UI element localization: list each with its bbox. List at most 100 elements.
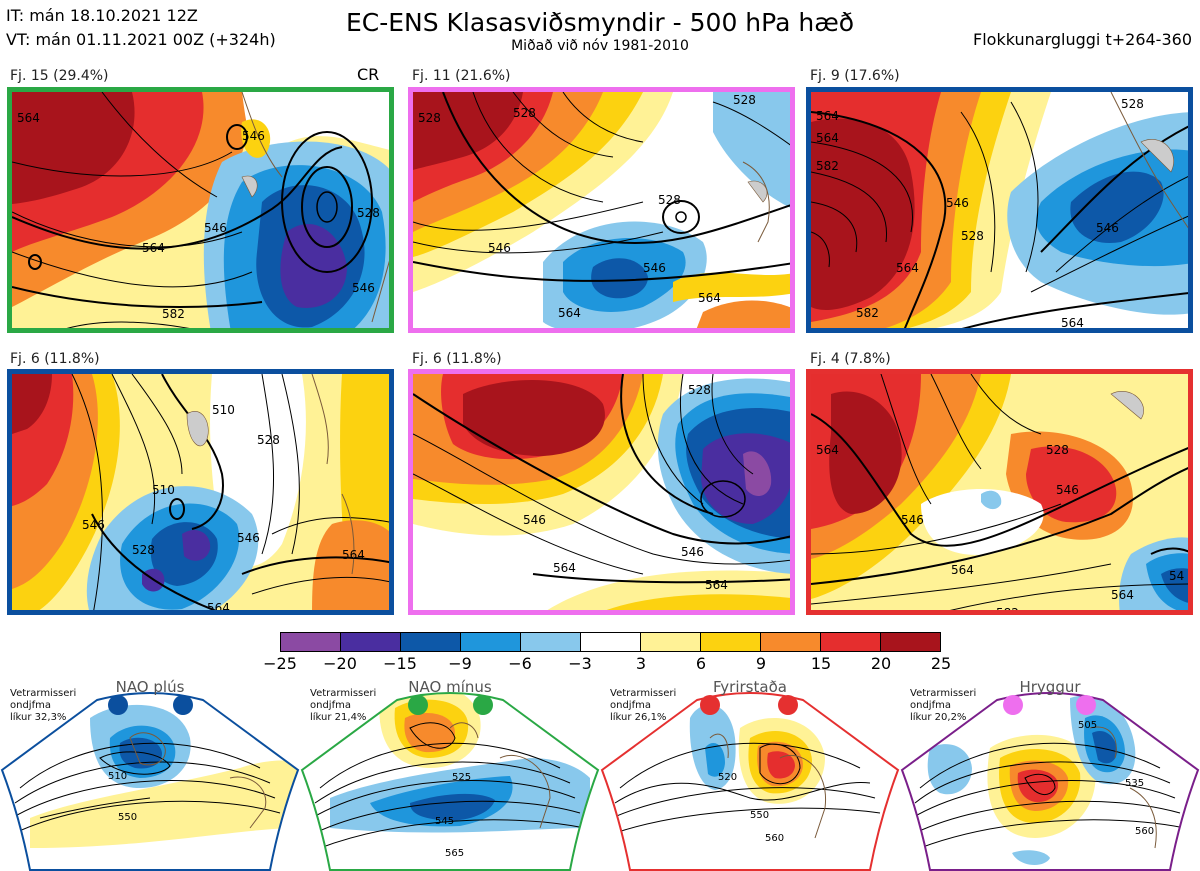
contour-label: 546 <box>1056 483 1079 497</box>
colorbar-tick: 20 <box>870 654 892 673</box>
contour-label: 560 <box>1135 826 1154 837</box>
regime-nao-plus-graphic: 510 550 <box>0 692 300 871</box>
contour-label: 546 <box>901 513 924 527</box>
colorbar-swatch <box>581 633 641 651</box>
contour-label: 564 <box>553 561 576 575</box>
regime-blocking: 520 550 560 Fyrirstaða Vetrarmisseri ond… <box>600 678 900 871</box>
regime-info-line: Vetrarmisseri <box>10 688 77 699</box>
contour-label: 528 <box>733 93 756 107</box>
cluster-map-6-graphic: 564 528 546 546 564 582 564 54 <box>811 374 1188 615</box>
page-title: EC-ENS Klasasviðsmyndir - 500 hPa hæð <box>345 8 855 37</box>
panel-label-2: Fj. 11 (21.6%) <box>412 68 511 84</box>
contour-label: 528 <box>132 543 155 557</box>
classification-window: Flokkunargluggi t+264-360 <box>973 30 1192 49</box>
issue-time: IT: mán 18.10.2021 12Z <box>6 6 198 25</box>
contour-label: 564 <box>342 548 365 562</box>
contour-label: 546 <box>488 241 511 255</box>
colorbar-swatch <box>461 633 521 651</box>
cluster-map-6: 564 528 546 546 564 582 564 54 <box>806 369 1193 615</box>
cluster-map-1-graphic: 564 546 546 564 582 528 546 <box>12 92 389 328</box>
contour-label: 560 <box>765 833 784 844</box>
page-subtitle: Miðað við nóv 1981-2010 <box>511 38 689 54</box>
contour-label: 564 <box>17 111 40 125</box>
contour-label: 564 <box>705 578 728 592</box>
panel-label-4: Fj. 6 (11.8%) <box>10 351 100 367</box>
contour-label: 564 <box>816 109 839 123</box>
contour-label: 535 <box>1125 778 1144 789</box>
contour-label: 545 <box>435 816 454 827</box>
colorbar-tick: −20 <box>323 654 357 673</box>
cluster-map-2-graphic: 528 528 546 528 546 564 564 528 <box>413 92 790 328</box>
contour-label: 564 <box>951 563 974 577</box>
contour-label: 520 <box>718 772 737 783</box>
contour-label: 546 <box>242 129 265 143</box>
contour-label: 510 <box>212 403 235 417</box>
cluster-map-1: 564 546 546 564 582 528 546 <box>7 87 394 333</box>
contour-label: 546 <box>204 221 227 235</box>
contour-label: 546 <box>523 513 546 527</box>
regime-info-line: Vetrarmisseri <box>910 688 977 699</box>
contour-label: 528 <box>513 106 536 120</box>
colorbar-swatch <box>641 633 701 651</box>
contour-label: 582 <box>162 307 185 321</box>
colorbar-swatch <box>401 633 461 651</box>
cluster-map-5-graphic: 546 564 546 564 528 <box>413 374 790 610</box>
contour-label: 546 <box>681 545 704 559</box>
contour-label: 528 <box>357 206 380 220</box>
regime-info: Vetrarmisseri ondjfma líkur 32,3% <box>10 688 76 724</box>
regime-nao-minus-graphic: 525 545 565 <box>300 692 600 871</box>
regime-info-line: ondjfma <box>910 700 951 711</box>
cluster-map-5: 546 564 546 564 528 <box>408 369 795 615</box>
cluster-map-3-graphic: 564 564 582 546 528 564 582 546 564 528 <box>811 92 1188 330</box>
contour-label: 564 <box>1111 588 1134 602</box>
contour-label: 582 <box>856 306 879 320</box>
contour-label: 546 <box>82 518 105 532</box>
contour-label: 505 <box>1078 720 1097 731</box>
contour-label: 546 <box>1096 221 1119 235</box>
regime-info: Vetrarmisseri ondjfma líkur 20,2% <box>910 688 976 724</box>
contour-label: 564 <box>816 131 839 145</box>
regime-title: NAO plús <box>115 678 185 696</box>
panel-label-1: Fj. 15 (29.4%) <box>10 68 109 84</box>
contour-label: 564 <box>896 261 919 275</box>
regime-probability: líkur 20,2% <box>910 712 967 723</box>
regime-ridge-graphic: 505 535 560 <box>900 692 1200 871</box>
colorbar-swatch <box>821 633 881 651</box>
regime-title: Hryggur <box>1019 678 1081 696</box>
colorbar-tick: −15 <box>383 654 417 673</box>
regime-info-line: Vetrarmisseri <box>310 688 377 699</box>
contour-label: 564 <box>1061 316 1084 330</box>
colorbar-swatch <box>701 633 761 651</box>
regime-probability: líkur 21,4% <box>310 712 367 723</box>
contour-label: 564 <box>816 443 839 457</box>
regime-info: Vetrarmisseri ondjfma líkur 26,1% <box>610 688 676 724</box>
cluster-map-2: 528 528 546 528 546 564 564 528 <box>408 87 795 333</box>
cluster-map-3: 564 564 582 546 528 564 582 546 564 528 <box>806 87 1193 333</box>
regime-info-line: ondjfma <box>610 700 651 711</box>
regime-ridge: 505 535 560 Hryggur Vetrarmisseri ondjfm… <box>900 678 1200 871</box>
contour-label: 582 <box>816 159 839 173</box>
regime-title: Fyrirstaða <box>713 678 787 696</box>
contour-label: 546 <box>643 261 666 275</box>
contour-label: 510 <box>108 771 127 782</box>
regime-marker <box>108 695 128 715</box>
colorbar-swatch <box>281 633 341 651</box>
contour-label: 582 <box>996 606 1019 615</box>
contour-label: 528 <box>658 193 681 207</box>
regime-marker <box>1003 695 1023 715</box>
panel-label-6: Fj. 4 (7.8%) <box>810 351 891 367</box>
contour-label: 528 <box>688 383 711 397</box>
contour-label: 528 <box>418 111 441 125</box>
contour-label: 565 <box>445 848 464 859</box>
contour-label: 564 <box>698 291 721 305</box>
regime-info-line: ondjfma <box>310 700 351 711</box>
panel-label-3: Fj. 9 (17.6%) <box>810 68 900 84</box>
regime-marker <box>408 695 428 715</box>
contour-label: 546 <box>352 281 375 295</box>
cluster-map-4: 510 528 546 510 546 528 564 564 <box>7 369 394 615</box>
regime-probability: líkur 26,1% <box>610 712 667 723</box>
colorbar-tick: 25 <box>930 654 952 673</box>
panel-label-5: Fj. 6 (11.8%) <box>412 351 502 367</box>
contour-label: 525 <box>452 772 471 783</box>
colorbar-tick: −25 <box>263 654 297 673</box>
